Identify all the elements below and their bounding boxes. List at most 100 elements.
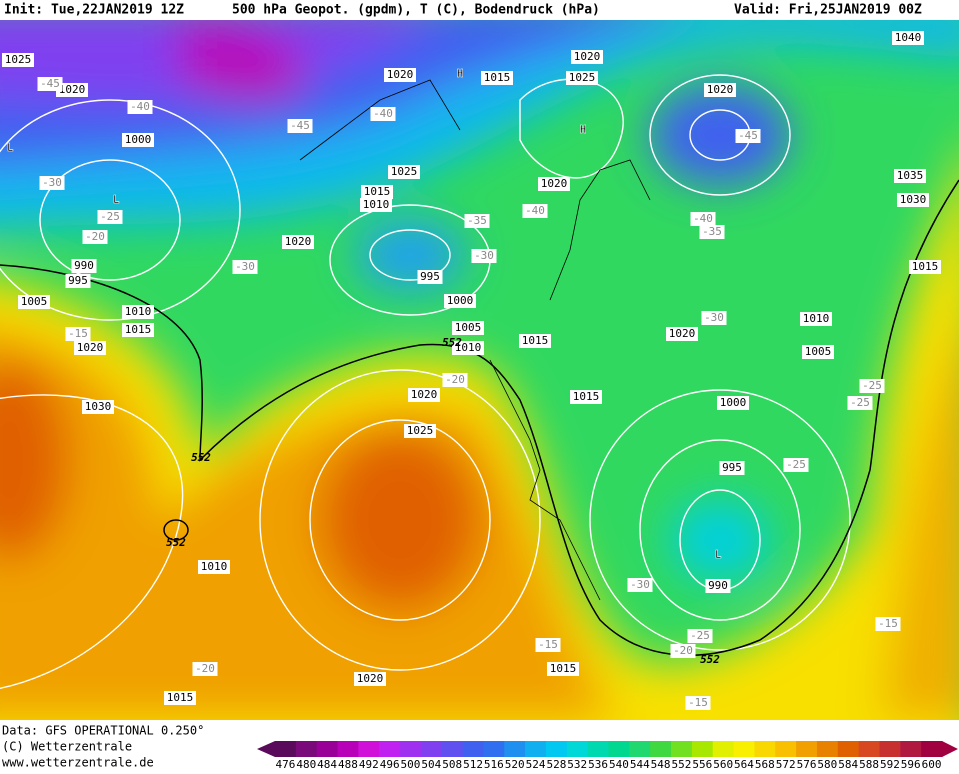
temperature-label: -40 (525, 204, 545, 217)
temperature-label-box (37, 77, 63, 91)
geopotential-label: 552 (191, 451, 211, 464)
pressure-label: 1010 (125, 305, 152, 318)
colorbar-tick-label: 500 (401, 758, 421, 770)
pressure-label-box (122, 323, 154, 337)
temperature-label: -25 (786, 458, 806, 471)
colorbar-tick-label: 548 (651, 758, 671, 770)
pressure-center: L (715, 548, 722, 561)
temperature-label-box (687, 629, 713, 643)
temperature-label: -35 (467, 214, 487, 227)
colorbar-tick-label: 492 (359, 758, 379, 770)
colorbar-swatch (691, 741, 714, 757)
colorbar-swatch (483, 741, 505, 757)
colorbar-swatch (775, 741, 797, 757)
pressure-label-box (65, 274, 91, 288)
pressure-label: 1020 (285, 235, 312, 248)
pressure-center: L (7, 141, 14, 154)
pressure-label-box (909, 260, 941, 274)
colorbar-tick-label: 564 (734, 758, 754, 770)
pressure-label-box (894, 169, 926, 183)
geopotential-label: 552 (442, 336, 462, 349)
data-source: Data: GFS OPERATIONAL 0.250° (2, 724, 204, 738)
temperature-label-box (670, 644, 696, 658)
temperature-label-box (464, 214, 490, 228)
colorbar-swatch (879, 741, 901, 757)
colorbar-tick-label: 524 (526, 758, 546, 770)
colorbar-tick-label: 516 (484, 758, 504, 770)
pressure-label: 1015 (364, 185, 391, 198)
colorbar-swatch (566, 741, 589, 757)
temperature-label: -35 (702, 225, 722, 238)
colorbar-swatch (275, 741, 297, 757)
pressure-label-box (384, 68, 416, 82)
pressure-label: 1005 (805, 345, 832, 358)
colorbar-tick-label: 508 (442, 758, 462, 770)
colorbar-tick-label: 600 (922, 758, 942, 770)
colorbar-swatch (796, 741, 818, 757)
colorbar-swatch (587, 741, 609, 757)
colorbar-tick-label: 580 (817, 758, 837, 770)
pressure-label-box (417, 270, 443, 284)
temperature-label: -40 (693, 212, 713, 225)
pressure-label: 995 (68, 274, 88, 287)
temperature-label: -40 (373, 107, 393, 120)
colorbar-swatch (525, 741, 547, 757)
temperature-label: -30 (42, 176, 62, 189)
geopotential-label: 552 (166, 536, 186, 549)
pressure-label-box (481, 71, 513, 85)
pressure-center: H (580, 123, 587, 136)
pressure-label-box (282, 235, 314, 249)
temperature-label-box (699, 225, 725, 239)
pressure-label: 1015 (484, 71, 511, 84)
colorbar-tick-label: 496 (380, 758, 400, 770)
temperature-label: -45 (290, 119, 310, 132)
temperature-label: -45 (738, 129, 758, 142)
pressure-label-box (719, 461, 745, 475)
pressure-label: 995 (420, 270, 440, 283)
colorbar-tick-label: 484 (317, 758, 337, 770)
colorbar-tick-label: 536 (588, 758, 608, 770)
pressure-label: 1015 (550, 662, 577, 675)
temperature-label: -25 (690, 629, 710, 642)
pressure-label: 1015 (573, 390, 600, 403)
colorbar-tick-label: 560 (713, 758, 733, 770)
temperature-label: -15 (878, 617, 898, 630)
colorbar-tick-label: 512 (463, 758, 483, 770)
pressure-label: 1020 (669, 327, 696, 340)
colorbar-arrow-left (257, 741, 275, 757)
pressure-center: L (113, 193, 120, 206)
temperature-label: -15 (68, 327, 88, 340)
pressure-label: 1015 (522, 334, 549, 347)
pressure-label-box (547, 662, 579, 676)
pressure-label: 1010 (803, 312, 830, 325)
pressure-label: 1020 (77, 341, 104, 354)
temperature-label: -20 (85, 230, 105, 243)
pressure-label: 1020 (357, 672, 384, 685)
pressure-label-box (354, 672, 386, 686)
colorbar-swatch (379, 741, 401, 757)
temperature-label: -15 (688, 696, 708, 709)
temperature-label-box (370, 107, 396, 121)
pressure-label: 1025 (5, 53, 32, 66)
temperature-label-box (859, 379, 885, 393)
pressure-label: 1020 (411, 388, 438, 401)
temperature-label: -25 (850, 396, 870, 409)
colorbar-tick-label: 592 (880, 758, 900, 770)
pressure-label-box (452, 341, 484, 355)
pressure-label-box (71, 259, 97, 273)
temperature-label: -30 (474, 249, 494, 262)
pressure-label: 1025 (569, 71, 596, 84)
colorbar-tick-label: 556 (692, 758, 712, 770)
pressure-label: 1015 (125, 323, 152, 336)
colorbar-swatch (671, 741, 693, 757)
temperature-label-box (442, 373, 468, 387)
colorbar-tick-label: 596 (901, 758, 921, 770)
pressure-center: H (457, 67, 464, 80)
pressure-label-box (704, 83, 736, 97)
temperature-label: -25 (100, 210, 120, 223)
map-labels: 1025 1020 1000 1020 1015 1020 1025 1020 1040 1025… (2, 31, 941, 710)
pressure-label: 1030 (900, 193, 927, 206)
pressure-label-box (705, 579, 731, 593)
colorbar-tick-label: 576 (797, 758, 817, 770)
colorbar-swatch (837, 741, 860, 757)
